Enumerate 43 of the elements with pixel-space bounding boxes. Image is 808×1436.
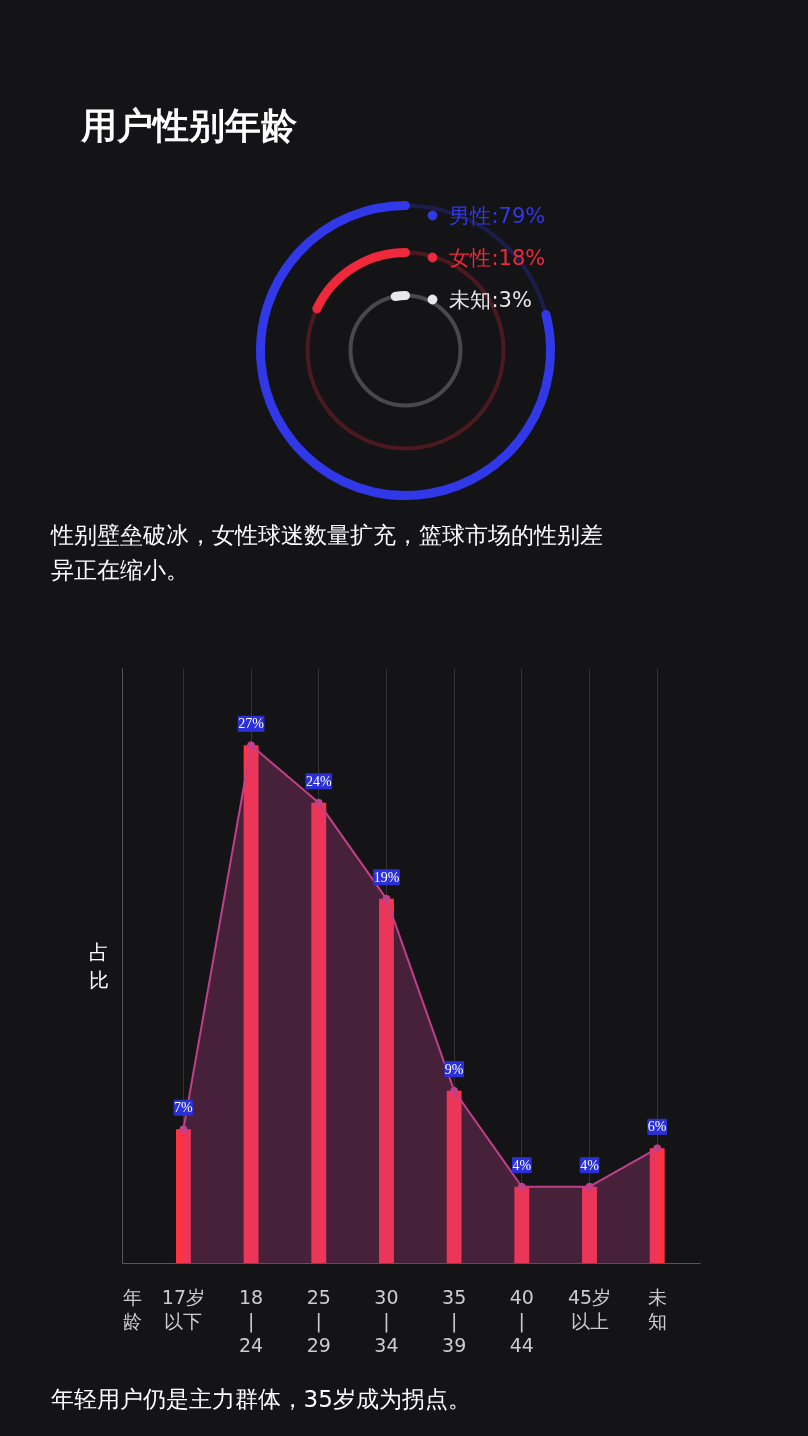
x-tick-label: 18 | 24: [239, 1285, 264, 1356]
x-axis-title: 年龄: [123, 1285, 143, 1332]
point: [517, 1182, 526, 1191]
point: [179, 1125, 188, 1134]
x-tick-label: 30 | 34: [374, 1285, 399, 1356]
x-tick-label: 25 | 29: [306, 1285, 331, 1356]
data-label: 19%: [373, 869, 400, 885]
bar: [175, 1129, 191, 1264]
x-tick-label: 35 | 39: [442, 1285, 467, 1356]
point: [382, 894, 391, 903]
y-axis-title: 占比: [88, 939, 109, 993]
data-label: 7%: [174, 1100, 194, 1116]
bar: [243, 745, 259, 1264]
x-tick-label: 40 | 44: [509, 1285, 534, 1356]
data-label: :79%: [491, 203, 546, 228]
point: [314, 798, 323, 807]
data-label: 27%: [238, 716, 265, 732]
data-label: 24%: [305, 773, 332, 789]
data-label: :3%: [491, 287, 532, 312]
bar: [649, 1148, 665, 1264]
category-label: 未知: [448, 287, 491, 312]
x-tick-label: 未知: [647, 1285, 667, 1332]
bar: [582, 1186, 597, 1264]
text: 性别壁垒破冰，女性球迷数量扩充，篮球市场的性别差异正在缩小。: [49, 522, 603, 584]
data-label: 9%: [444, 1061, 464, 1077]
text: 年轻用户仍是主力群体，35岁成为拐点。: [50, 1385, 471, 1412]
data-label: 6%: [647, 1119, 667, 1135]
point: [653, 1144, 662, 1153]
x-tick-label: 17岁以下: [161, 1285, 206, 1332]
data-label: 4%: [580, 1157, 600, 1173]
data-label: 4%: [512, 1157, 532, 1173]
point: [450, 1086, 459, 1095]
bar: [514, 1186, 530, 1264]
point: [247, 741, 256, 750]
category-label: 男性: [448, 203, 491, 228]
text: 用户性别年龄: [79, 104, 297, 146]
bar: [379, 898, 394, 1264]
category-label: 女性: [448, 245, 491, 270]
bar: [446, 1090, 462, 1264]
data-label: :18%: [491, 245, 546, 270]
x-tick-label: 45岁以上: [567, 1285, 612, 1332]
bar: [311, 802, 327, 1264]
point: [585, 1182, 594, 1191]
